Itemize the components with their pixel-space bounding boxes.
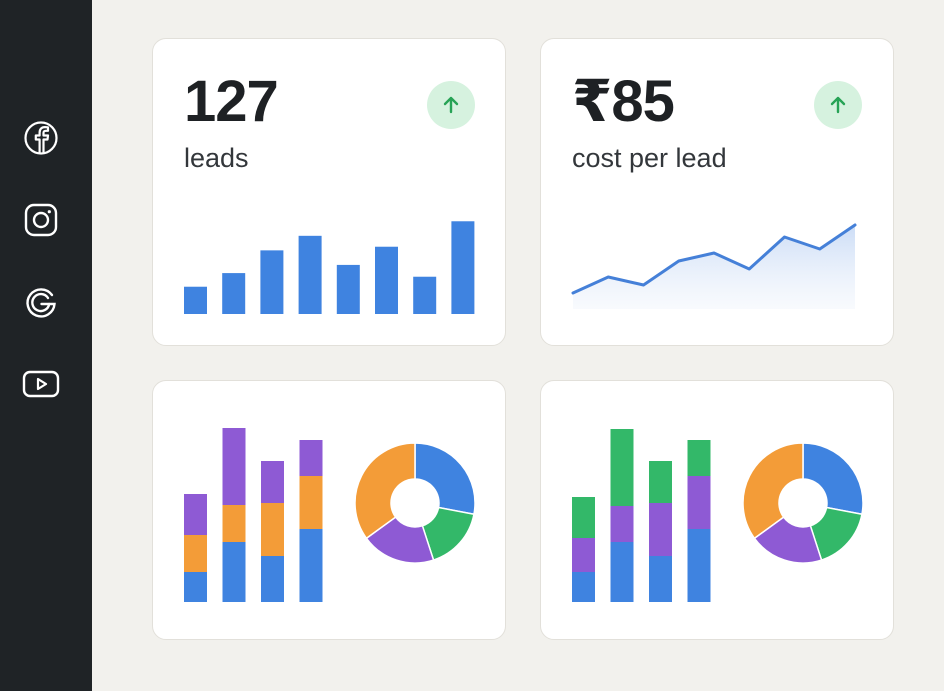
facebook-icon [24,121,58,155]
sidebar [0,0,92,691]
series-line [571,223,857,295]
bar-segment [687,476,711,529]
google-icon [26,288,56,318]
instagram-icon [24,203,58,237]
donut-slice [354,442,416,540]
bar-segment [649,461,672,503]
breakdown-card-1 [152,380,506,640]
area-fill [573,225,855,309]
bar-segment [610,429,634,506]
bar-segment [222,505,246,542]
bar-segment [572,497,595,538]
bar-segment [222,542,246,602]
bar-segment [610,506,634,542]
stacked-bar-chart [184,428,476,602]
bar [260,250,284,314]
cost-per-lead-area-chart [571,223,857,309]
arrow-up-icon [830,96,846,114]
kpi-card-leads: 127 leads [152,38,506,346]
bar [222,273,246,314]
kpi-label: cost per lead [572,143,727,173]
bar-segment [687,529,711,602]
kpi-value: 127 [184,69,279,134]
donut-slice [414,442,476,516]
bar-segment [299,476,323,529]
bar-segment [649,556,672,602]
bar-segment [261,461,284,503]
bar-segment [572,538,595,572]
bar-segment [261,556,284,602]
kpi-card-cost-per-lead: ₹85 cost per lead [540,38,894,346]
bar-segment [649,503,672,556]
bar-segment [184,572,207,602]
donut-slice [742,442,804,540]
sidebar-item-google[interactable] [22,284,60,322]
kpi-value: ₹85 [572,69,675,134]
bar-segment [299,440,323,476]
trend-up-badge [814,81,862,129]
bar [298,235,322,314]
leads-bar-chart [184,221,475,314]
sidebar-item-facebook[interactable] [22,119,60,157]
bar [375,246,398,314]
sidebar-item-instagram[interactable] [22,201,60,239]
bar-segment [222,428,246,505]
donut-slice [802,442,864,516]
arrow-up-icon [443,96,459,114]
bar-segment [610,542,634,602]
bar [413,276,437,314]
bar-segment [184,494,207,535]
bar-segment [687,440,711,476]
bar-segment [572,572,595,602]
bar [336,264,360,314]
bar-segment [261,503,284,556]
kpi-label: leads [184,143,249,173]
youtube-icon [22,370,60,398]
sidebar-item-youtube[interactable] [22,365,60,403]
trend-up-badge [427,81,475,129]
bar [451,221,475,314]
bar-segment [184,535,207,572]
bar-segment [299,529,323,602]
bar [184,286,207,314]
breakdown-card-2 [540,380,894,640]
stacked-bar-chart [572,429,864,602]
